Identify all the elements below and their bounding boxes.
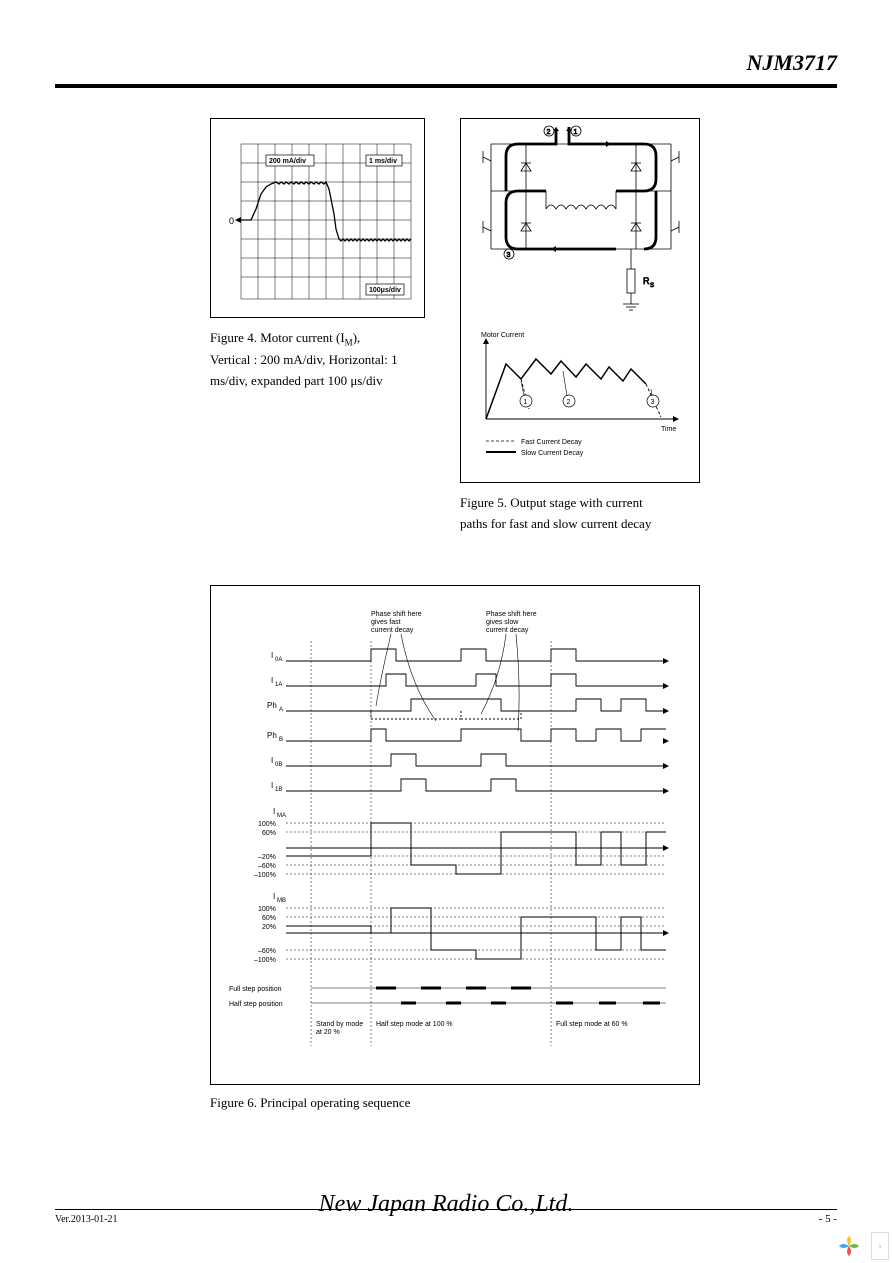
exp-label: 100μs/div: [369, 287, 401, 294]
next-arrow[interactable]: ›: [871, 1232, 889, 1260]
svg-text:2: 2: [547, 129, 551, 136]
fig5-svg: 2 1: [461, 119, 701, 484]
svg-text:R: R: [643, 276, 650, 286]
svg-text:S: S: [650, 283, 654, 289]
footer: Ver.2013-01-21 - 5 -: [55, 1209, 837, 1225]
svg-text:1A: 1A: [275, 682, 282, 688]
svg-text:I: I: [271, 756, 273, 765]
svg-text:20%: 20%: [262, 924, 276, 931]
svg-text:–60%: –60%: [258, 948, 276, 955]
svg-text:–20%: –20%: [258, 854, 276, 861]
svg-text:3: 3: [507, 252, 511, 259]
svg-text:gives fast: gives fast: [371, 619, 401, 626]
svg-text:–60%: –60%: [258, 863, 276, 870]
header: NJM3717: [55, 50, 837, 88]
fig6-svg: Phase shift here gives fast current deca…: [211, 586, 701, 1086]
svg-text:0A: 0A: [275, 657, 282, 663]
svg-text:I: I: [271, 651, 273, 660]
page-number: - 5 -: [819, 1213, 837, 1225]
time-label: Time: [661, 426, 676, 433]
figure-5-caption: Figure 5. Output stage with current path…: [460, 493, 700, 535]
legend-fast: Fast Current Decay: [521, 439, 582, 446]
svg-text:Phase shift here: Phase shift here: [371, 611, 422, 618]
legend-slow: Slow Current Decay: [521, 450, 584, 457]
svg-text:Full step mode at 60 %: Full step mode at 60 %: [556, 1021, 628, 1028]
figure-5-diagram: 2 1: [460, 118, 700, 483]
figure-4-block: 200 mA/div 1 ms/div 100μs/div 0 Figure 4…: [210, 118, 425, 535]
svg-text:1: 1: [524, 399, 528, 406]
vdiv-label: 200 mA/div: [269, 158, 306, 165]
svg-text:1B: 1B: [275, 787, 282, 793]
svg-text:at 20 %: at 20 %: [316, 1029, 340, 1036]
svg-text:3: 3: [651, 399, 655, 406]
svg-text:60%: 60%: [262, 830, 276, 837]
scope-svg: 200 mA/div 1 ms/div 100μs/div 0: [211, 119, 426, 319]
datasheet-page: NJM3717: [0, 0, 892, 1263]
content-area: 200 mA/div 1 ms/div 100μs/div 0 Figure 4…: [55, 118, 837, 1111]
svg-text:MB: MB: [277, 898, 286, 904]
svg-text:Full step position: Full step position: [229, 986, 282, 993]
svg-text:1: 1: [574, 129, 578, 136]
version-label: Ver.2013-01-21: [55, 1214, 118, 1225]
svg-text:Half step position: Half step position: [229, 1001, 283, 1008]
zero-label: 0: [229, 216, 234, 226]
svg-text:I: I: [273, 892, 275, 901]
figure-6-timing: Phase shift here gives fast current deca…: [210, 585, 700, 1085]
svg-text:Ph: Ph: [267, 731, 277, 740]
svg-text:Stand by mode: Stand by mode: [316, 1021, 363, 1028]
svg-text:I: I: [271, 676, 273, 685]
figure-4-scope: 200 mA/div 1 ms/div 100μs/div 0: [210, 118, 425, 318]
svg-text:Ph: Ph: [267, 701, 277, 710]
figure-6-block: Phase shift here gives fast current deca…: [210, 585, 837, 1111]
part-number: NJM3717: [747, 50, 837, 75]
hdiv-label: 1 ms/div: [369, 158, 397, 165]
svg-text:current decay: current decay: [486, 627, 529, 634]
svg-text:gives slow: gives slow: [486, 619, 519, 626]
svg-text:0B: 0B: [275, 762, 282, 768]
figure-5-block: 2 1: [460, 118, 700, 535]
svg-text:MA: MA: [277, 813, 286, 819]
svg-text:B: B: [279, 737, 283, 743]
viewer-badge: ›: [835, 1232, 889, 1260]
svg-text:current decay: current decay: [371, 627, 414, 634]
top-figures-row: 200 mA/div 1 ms/div 100μs/div 0 Figure 4…: [210, 118, 837, 535]
svg-text:100%: 100%: [258, 906, 276, 913]
figure-6-caption: Figure 6. Principal operating sequence: [210, 1095, 837, 1111]
svg-text:I: I: [271, 781, 273, 790]
motor-current-label: Motor Current: [481, 332, 524, 339]
figure-4-caption: Figure 4. Motor current (IM), Vertical :…: [210, 328, 425, 392]
svg-text:I: I: [273, 807, 275, 816]
svg-text:Half step mode at 100 %: Half step mode at 100 %: [376, 1021, 453, 1028]
svg-text:60%: 60%: [262, 915, 276, 922]
svg-text:Phase shift here: Phase shift here: [486, 611, 537, 618]
svg-text:2: 2: [567, 399, 571, 406]
svg-text:–100%: –100%: [254, 872, 276, 879]
svg-text:100%: 100%: [258, 821, 276, 828]
svg-text:–100%: –100%: [254, 957, 276, 964]
flower-icon: [835, 1232, 863, 1260]
svg-text:A: A: [279, 707, 283, 713]
